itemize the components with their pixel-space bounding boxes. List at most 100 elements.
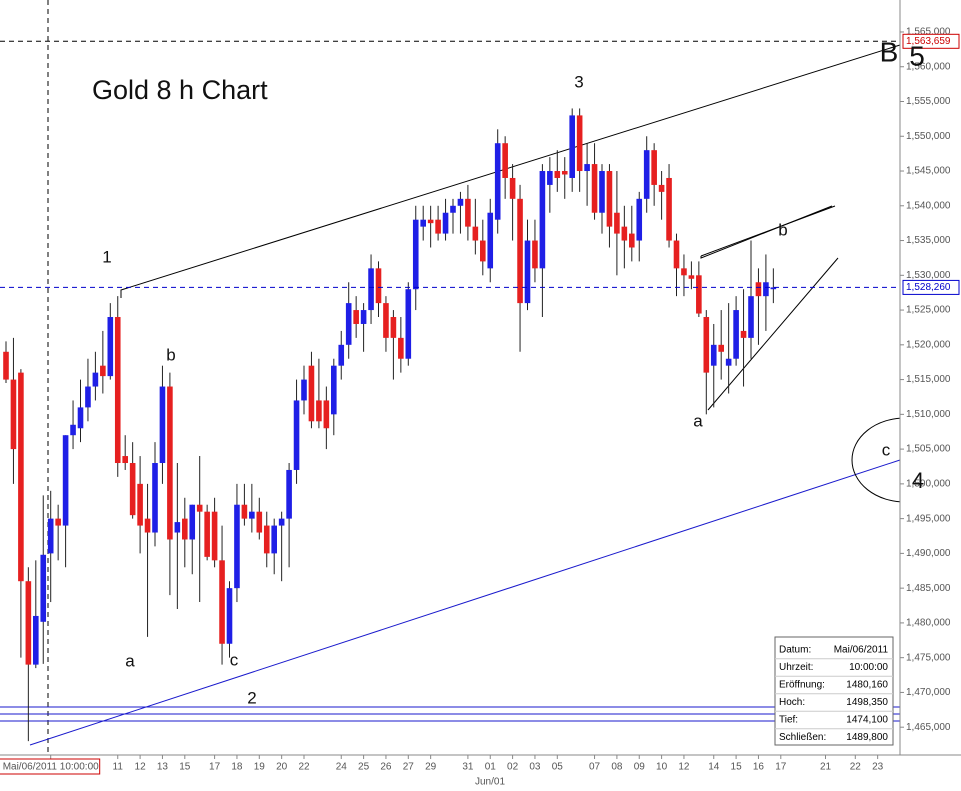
candle-body xyxy=(763,282,769,297)
axis-panel xyxy=(0,755,961,791)
candle-body xyxy=(62,435,69,526)
x-tick-label: 13 xyxy=(157,762,169,773)
x-tick-label: 02 xyxy=(507,762,519,773)
annotation: 1 xyxy=(102,247,111,266)
candle-body xyxy=(666,177,672,241)
x-tick-label: 21 xyxy=(820,762,832,773)
candle-body xyxy=(137,483,143,526)
candle-body xyxy=(189,504,196,540)
info-key: Tief: xyxy=(779,715,798,726)
candle-body xyxy=(241,504,248,519)
candle-body xyxy=(47,518,54,554)
candle-body xyxy=(755,282,762,297)
candle-body xyxy=(234,504,240,589)
annotation: b xyxy=(778,220,787,239)
candle-body xyxy=(733,310,739,359)
candle-body xyxy=(420,219,426,227)
info-value: 1489,800 xyxy=(846,732,888,743)
candle-body xyxy=(40,554,47,622)
candle-body xyxy=(614,212,620,234)
candle-body xyxy=(688,275,695,279)
annotation: 2 xyxy=(247,688,256,707)
y-tick-label: 1,555,000 xyxy=(906,96,951,107)
x-tick-label: 27 xyxy=(403,762,415,773)
x-tick-label: 18 xyxy=(231,762,243,773)
y-tick-label: 1,565,000 xyxy=(906,27,951,38)
info-key: Hoch: xyxy=(779,697,805,708)
info-key: Uhrzeit: xyxy=(779,662,813,673)
candle-body xyxy=(100,365,106,377)
info-value: 1474,100 xyxy=(846,715,888,726)
candle-body xyxy=(271,525,277,554)
candle-body xyxy=(539,171,546,269)
candle-body xyxy=(167,386,173,540)
candle-body xyxy=(405,289,412,359)
x-tick-label: 11 xyxy=(113,762,124,773)
y-tick-label: 1,545,000 xyxy=(906,166,951,177)
candle-body xyxy=(249,511,255,519)
candle-body xyxy=(122,456,128,464)
candle-body xyxy=(70,424,76,436)
x-tick-label: 25 xyxy=(358,762,370,773)
month-label: Jun/01 xyxy=(475,777,505,788)
candle-body xyxy=(502,143,508,178)
x-tick-label: 23 xyxy=(872,762,884,773)
y-tick-label: 1,490,000 xyxy=(906,548,951,559)
x-tick-label: 09 xyxy=(634,762,646,773)
y-tick-label: 1,535,000 xyxy=(906,235,951,246)
y-tick-label: 1,465,000 xyxy=(906,722,951,733)
info-box: Datum: Mai/06/2011 Uhrzeit: 10:00:00 Eröffnu… xyxy=(774,636,894,746)
x-tick-label: Mai/06/2011 10:00:00 xyxy=(3,762,99,773)
candle-body xyxy=(629,233,635,248)
x-tick-label: 26 xyxy=(380,762,392,773)
candle-body xyxy=(360,310,367,324)
info-value: 1498,350 xyxy=(846,697,888,708)
candle-body xyxy=(85,386,91,408)
candle-body xyxy=(293,400,300,470)
x-tick-label: 07 xyxy=(589,762,601,773)
candle-body xyxy=(599,171,605,213)
trend-line xyxy=(707,257,839,411)
price-label-box xyxy=(902,33,960,49)
info-value: 10:00:00 xyxy=(849,662,888,673)
candle-body xyxy=(390,317,397,338)
x-tick-label: 15 xyxy=(179,762,191,773)
candle-body xyxy=(353,310,359,324)
candle-body xyxy=(159,386,166,464)
x-tick-label: 22 xyxy=(850,762,862,773)
candle-body xyxy=(725,358,732,366)
y-tick-label: 1,470,000 xyxy=(906,687,951,698)
y-tick-label: 1,515,000 xyxy=(906,374,951,385)
annotation: 3 xyxy=(574,72,583,91)
candle-body xyxy=(561,171,568,175)
candle-body xyxy=(606,171,613,227)
axis-panel xyxy=(900,0,961,755)
candle-body xyxy=(77,407,84,429)
x-tick-label: 29 xyxy=(425,762,437,773)
candle-body xyxy=(427,219,434,224)
info-box-frame xyxy=(774,636,894,746)
candle-body xyxy=(10,379,17,450)
annotation: a xyxy=(125,651,135,670)
candle-body xyxy=(718,344,724,352)
info-value: Mai/06/2011 xyxy=(834,645,889,656)
y-tick-label: 1,500,000 xyxy=(906,479,951,490)
candle-body xyxy=(345,303,352,345)
y-tick-label: 1,520,000 xyxy=(906,339,951,350)
x-tick-label: 01 xyxy=(485,762,497,773)
annotation: b xyxy=(166,345,175,364)
candle-body xyxy=(480,240,486,262)
candle-body xyxy=(584,164,590,172)
candle-body xyxy=(524,240,531,304)
x-tick-label: 05 xyxy=(552,762,564,773)
annotation: c xyxy=(882,440,891,459)
trend-line xyxy=(120,44,901,298)
y-tick-label: 1,510,000 xyxy=(906,409,951,420)
candles xyxy=(3,108,777,742)
candle-body xyxy=(532,240,538,269)
annotation: 5 xyxy=(909,40,925,71)
candle-body xyxy=(286,469,292,519)
candle-body xyxy=(278,518,285,526)
candle-body xyxy=(450,205,456,213)
